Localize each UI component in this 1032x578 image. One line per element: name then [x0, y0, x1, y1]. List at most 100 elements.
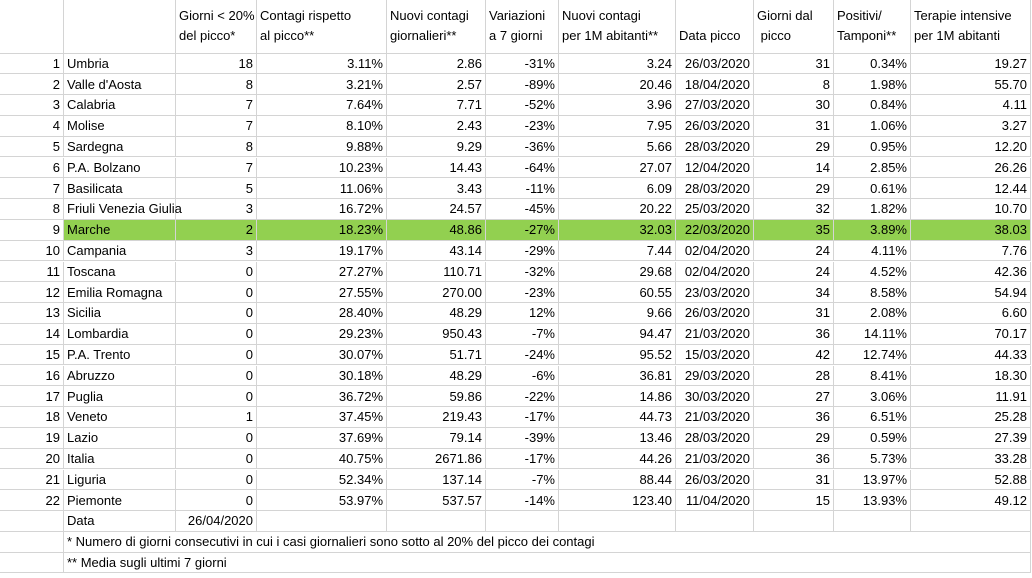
value-cell: 8 — [176, 136, 257, 158]
value-cell: 24 — [754, 240, 834, 262]
region-cell: Italia — [64, 448, 176, 470]
region-cell: Umbria — [64, 53, 176, 75]
region-cell: Toscana — [64, 261, 176, 283]
row-number: 22 — [0, 490, 64, 512]
value-cell: 6.51% — [834, 407, 911, 428]
value-cell: 38.03 — [911, 219, 1031, 241]
value-cell: 44.33 — [911, 344, 1031, 366]
value-cell: -45% — [486, 199, 559, 220]
value-cell: 19.27 — [911, 53, 1031, 75]
value-cell: 950.43 — [387, 323, 486, 345]
value-cell: 13.93% — [834, 490, 911, 512]
value-cell: 21/03/2020 — [676, 407, 754, 428]
value-cell: 27.27% — [257, 261, 387, 283]
value-cell: 3.11% — [257, 53, 387, 75]
row-number: 2 — [0, 74, 64, 96]
value-cell: 27.55% — [257, 282, 387, 304]
value-cell: 53.97% — [257, 490, 387, 512]
value-cell: 0.61% — [834, 178, 911, 200]
value-cell: 7 — [176, 95, 257, 116]
empty-cell — [676, 511, 754, 532]
row-number: 13 — [0, 303, 64, 324]
row-number: 20 — [0, 448, 64, 470]
value-cell: 40.75% — [257, 448, 387, 470]
value-cell: 30/03/2020 — [676, 386, 754, 408]
region-cell: Liguria — [64, 469, 176, 491]
region-cell: P.A. Trento — [64, 344, 176, 366]
value-cell: 36.72% — [257, 386, 387, 408]
header-line: per 1M abitanti — [914, 28, 1000, 44]
header-line: Terapie intensive — [914, 8, 1012, 24]
value-cell: 32.03 — [559, 219, 676, 241]
value-cell: 0 — [176, 427, 257, 449]
value-cell: 28/03/2020 — [676, 427, 754, 449]
header-cell: Contagi rispetto al picco** — [257, 0, 387, 54]
header-line: per 1M abitanti** — [562, 28, 659, 44]
value-cell: 42 — [754, 344, 834, 366]
value-cell: 23/03/2020 — [676, 282, 754, 304]
value-cell: 29/03/2020 — [676, 365, 754, 387]
value-cell: 11/04/2020 — [676, 490, 754, 512]
empty-cell — [911, 511, 1031, 532]
region-cell: P.A. Bolzano — [64, 157, 176, 179]
value-cell: 48.86 — [387, 219, 486, 241]
value-cell: 26/03/2020 — [676, 115, 754, 137]
value-cell: 95.52 — [559, 344, 676, 366]
value-cell: 24.57 — [387, 199, 486, 220]
header-cell — [0, 0, 64, 54]
value-cell: 29 — [754, 427, 834, 449]
row-number: 7 — [0, 178, 64, 200]
value-cell: 3.89% — [834, 219, 911, 241]
value-cell: 36 — [754, 323, 834, 345]
header-line: giornalieri** — [390, 28, 457, 44]
value-cell: 18 — [176, 53, 257, 75]
header-line: Data picco — [679, 28, 741, 44]
value-cell: 1.06% — [834, 115, 911, 137]
value-cell: 2 — [176, 219, 257, 241]
value-cell: 60.55 — [559, 282, 676, 304]
header-line: Nuovi contagi — [562, 8, 641, 24]
region-cell: Sicilia — [64, 303, 176, 324]
value-cell: 0.34% — [834, 53, 911, 75]
value-cell: 14.43 — [387, 157, 486, 179]
value-cell: -27% — [486, 219, 559, 241]
value-cell: 3.06% — [834, 386, 911, 408]
value-cell: 3.96 — [559, 95, 676, 116]
row-number: 14 — [0, 323, 64, 345]
value-cell: 0 — [176, 469, 257, 491]
value-cell: 6.60 — [911, 303, 1031, 324]
row-number: 8 — [0, 199, 64, 220]
value-cell: 28/03/2020 — [676, 136, 754, 158]
region-cell: Piemonte — [64, 490, 176, 512]
value-cell: 21/03/2020 — [676, 323, 754, 345]
value-cell: 20.22 — [559, 199, 676, 220]
value-cell: 15 — [754, 490, 834, 512]
value-cell: 18.30 — [911, 365, 1031, 387]
value-cell: 3.21% — [257, 74, 387, 96]
value-cell: 13.97% — [834, 469, 911, 491]
value-cell: 11.06% — [257, 178, 387, 200]
value-cell: 49.12 — [911, 490, 1031, 512]
row-number: 1 — [0, 53, 64, 75]
value-cell: 02/04/2020 — [676, 261, 754, 283]
region-cell: Lombardia — [64, 323, 176, 345]
value-cell: -17% — [486, 448, 559, 470]
value-cell: -11% — [486, 178, 559, 200]
header-line: al picco** — [260, 28, 315, 44]
value-cell: 16.72% — [257, 199, 387, 220]
footnote: * Numero di giorni consecutivi in cui i … — [64, 531, 1031, 553]
value-cell: 28.40% — [257, 303, 387, 324]
value-cell: 2.86 — [387, 53, 486, 75]
value-cell: 30.18% — [257, 365, 387, 387]
region-cell: Abruzzo — [64, 365, 176, 387]
empty-cell — [559, 511, 676, 532]
row-number: 16 — [0, 365, 64, 387]
header-line: del picco* — [179, 28, 236, 44]
value-cell: 2671.86 — [387, 448, 486, 470]
value-cell: 7.71 — [387, 95, 486, 116]
value-cell: 25.28 — [911, 407, 1031, 428]
value-cell: -64% — [486, 157, 559, 179]
value-cell: 31 — [754, 115, 834, 137]
value-cell: 0 — [176, 282, 257, 304]
value-cell: 11.91 — [911, 386, 1031, 408]
